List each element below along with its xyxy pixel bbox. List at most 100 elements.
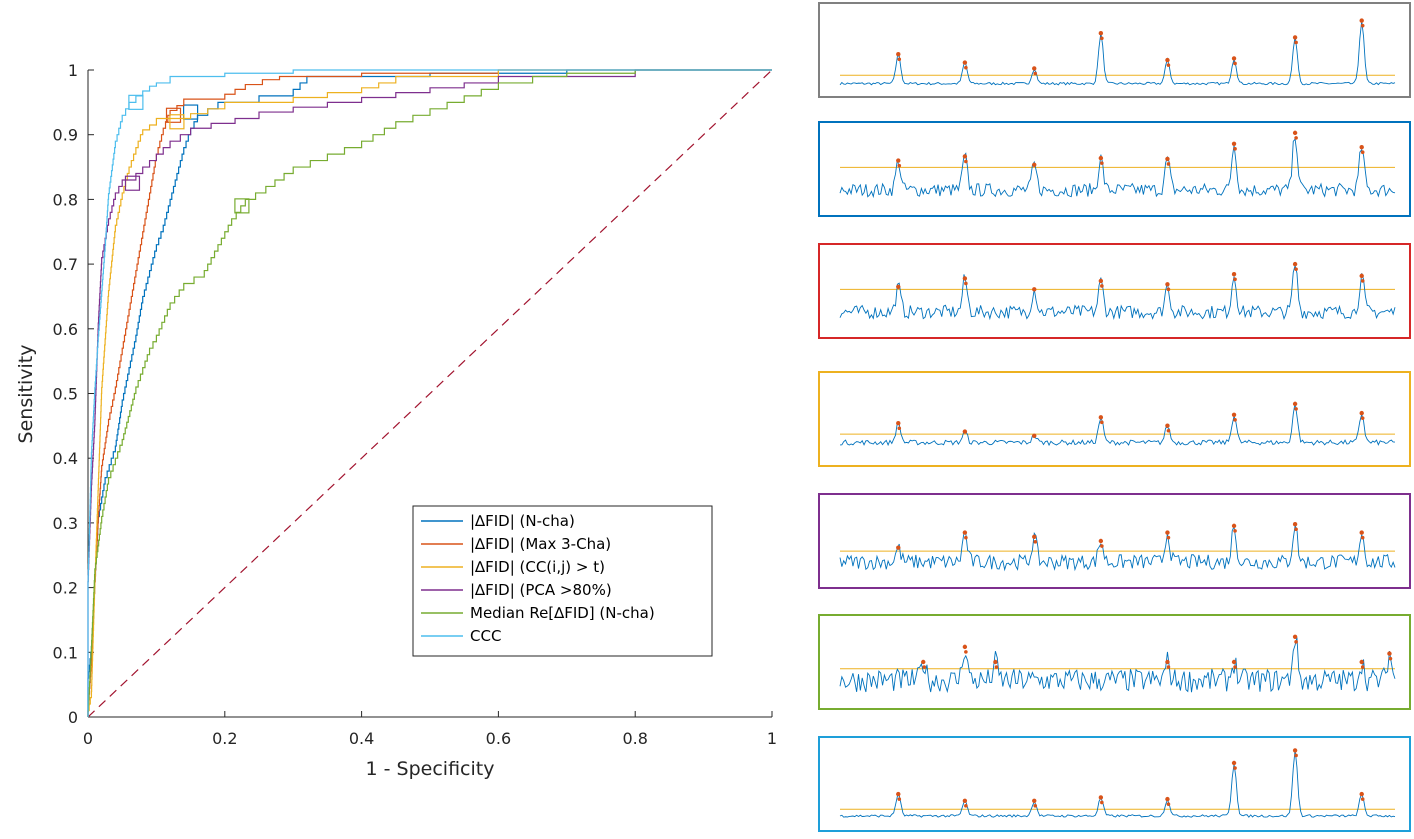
peak-marker bbox=[1292, 130, 1298, 136]
signal-trace bbox=[839, 20, 1396, 86]
x-tick-label: 0.2 bbox=[212, 729, 237, 748]
x-tick-label: 0 bbox=[83, 729, 93, 748]
peak-marker bbox=[1032, 162, 1037, 167]
peak-marker bbox=[1032, 433, 1037, 438]
chance-diagonal bbox=[87, 69, 773, 718]
peak-marker bbox=[962, 429, 968, 434]
peak-marker bbox=[1294, 407, 1298, 411]
y-tick-label: 0.4 bbox=[53, 449, 78, 468]
peak-marker bbox=[1387, 651, 1392, 656]
peak-marker bbox=[1231, 412, 1237, 417]
peak-marker bbox=[964, 159, 968, 164]
peak-marker bbox=[1100, 161, 1104, 165]
operating-point-marker-5 bbox=[128, 94, 144, 110]
peak-marker bbox=[962, 644, 968, 650]
y-tick-label: 1 bbox=[68, 61, 78, 80]
peak-marker bbox=[896, 284, 901, 289]
peak-marker bbox=[964, 281, 968, 286]
peak-marker bbox=[962, 276, 968, 281]
peak-marker bbox=[1166, 535, 1171, 540]
peak-marker bbox=[1359, 410, 1364, 416]
peak-marker bbox=[1165, 156, 1170, 162]
signal-panel-4 bbox=[818, 493, 1411, 589]
operating-point-marker-3 bbox=[124, 175, 141, 191]
peak-marker bbox=[1165, 57, 1170, 63]
peak-marker bbox=[1032, 287, 1037, 292]
signal-trace bbox=[839, 637, 1396, 694]
peak-marker bbox=[1165, 282, 1170, 287]
peak-marker bbox=[1098, 155, 1104, 161]
signal-panel-3 bbox=[818, 371, 1411, 467]
signal-trace bbox=[839, 402, 1396, 447]
peak-marker bbox=[897, 57, 902, 62]
roc-chart: 0 0.1 0.2 0.3 0.4 0.5 0.6 0.7 0.8 0.9 1 0 0.2 0.4 0.6 0… bbox=[15, 61, 778, 780]
peak-marker bbox=[1100, 800, 1104, 805]
peak-marker bbox=[962, 60, 968, 65]
y-tick-label: 0.3 bbox=[53, 514, 78, 533]
peak-marker bbox=[1033, 804, 1038, 808]
y-tick-label: 0.7 bbox=[53, 255, 78, 274]
peak-marker bbox=[1231, 56, 1237, 61]
peak-marker bbox=[1292, 401, 1298, 407]
peak-marker bbox=[1360, 416, 1365, 420]
peak-marker bbox=[1359, 144, 1364, 150]
peak-marker bbox=[1292, 35, 1298, 40]
peak-marker bbox=[1166, 665, 1171, 669]
peak-marker bbox=[921, 659, 926, 665]
peak-marker bbox=[962, 154, 968, 159]
signal-panel-0 bbox=[818, 2, 1411, 98]
peak-marker bbox=[1166, 162, 1171, 166]
peak-marker bbox=[1294, 267, 1298, 271]
peak-marker bbox=[1360, 665, 1365, 669]
signal-panel-1 bbox=[818, 121, 1411, 217]
signal-plot-3 bbox=[839, 401, 1396, 447]
peak-marker bbox=[1098, 415, 1104, 420]
peak-marker bbox=[1166, 63, 1171, 67]
legend-entry: CCC bbox=[470, 627, 501, 645]
y-tick-label: 0.6 bbox=[53, 320, 78, 339]
peak-marker bbox=[1231, 523, 1237, 529]
peak-marker bbox=[964, 650, 968, 654]
peak-marker bbox=[1166, 802, 1171, 806]
peak-marker bbox=[1233, 766, 1237, 770]
peak-marker bbox=[1360, 279, 1365, 283]
roc-curve-2 bbox=[87, 69, 772, 717]
signal-plot-6 bbox=[839, 748, 1396, 818]
peak-marker bbox=[1032, 66, 1037, 71]
peak-marker bbox=[1359, 659, 1364, 665]
y-axis-title: Sensitivity bbox=[15, 345, 37, 444]
signal-plot-1 bbox=[839, 130, 1396, 199]
roc-curve-5 bbox=[87, 69, 772, 717]
x-tick-label: 0.8 bbox=[622, 729, 647, 748]
peak-marker bbox=[896, 791, 901, 797]
tick-labels: 0 0.1 0.2 0.3 0.4 0.5 0.6 0.7 0.8 0.9 1 0 0.2 0.4 0.6 0… bbox=[53, 61, 778, 748]
legend-entry: Median Re[∆FID] (N-cha) bbox=[470, 604, 655, 622]
y-tick-label: 0.8 bbox=[53, 190, 78, 209]
peak-marker bbox=[1233, 418, 1237, 422]
peak-marker bbox=[1360, 797, 1365, 801]
peak-marker bbox=[1233, 529, 1237, 533]
y-tick-label: 0.5 bbox=[53, 385, 78, 404]
peak-marker bbox=[1165, 530, 1170, 535]
signal-plot-5 bbox=[839, 634, 1396, 694]
peak-marker bbox=[1098, 31, 1104, 36]
peak-marker bbox=[896, 52, 901, 57]
peak-marker bbox=[1166, 287, 1171, 292]
peak-marker bbox=[1292, 261, 1298, 267]
peak-marker bbox=[1165, 659, 1170, 665]
peak-marker bbox=[896, 545, 901, 550]
peak-marker bbox=[1294, 753, 1298, 758]
peak-marker bbox=[1100, 544, 1104, 548]
peak-marker bbox=[1032, 534, 1037, 539]
signal-trace bbox=[839, 524, 1396, 572]
peak-marker bbox=[896, 421, 901, 426]
peak-marker bbox=[1292, 634, 1298, 639]
peak-marker bbox=[1233, 61, 1237, 66]
signal-trace bbox=[839, 137, 1396, 199]
peak-marker bbox=[962, 798, 968, 803]
peak-marker bbox=[964, 65, 968, 70]
peak-marker bbox=[1360, 150, 1365, 154]
peak-marker bbox=[1294, 136, 1298, 140]
signal-plot-4 bbox=[839, 522, 1396, 572]
